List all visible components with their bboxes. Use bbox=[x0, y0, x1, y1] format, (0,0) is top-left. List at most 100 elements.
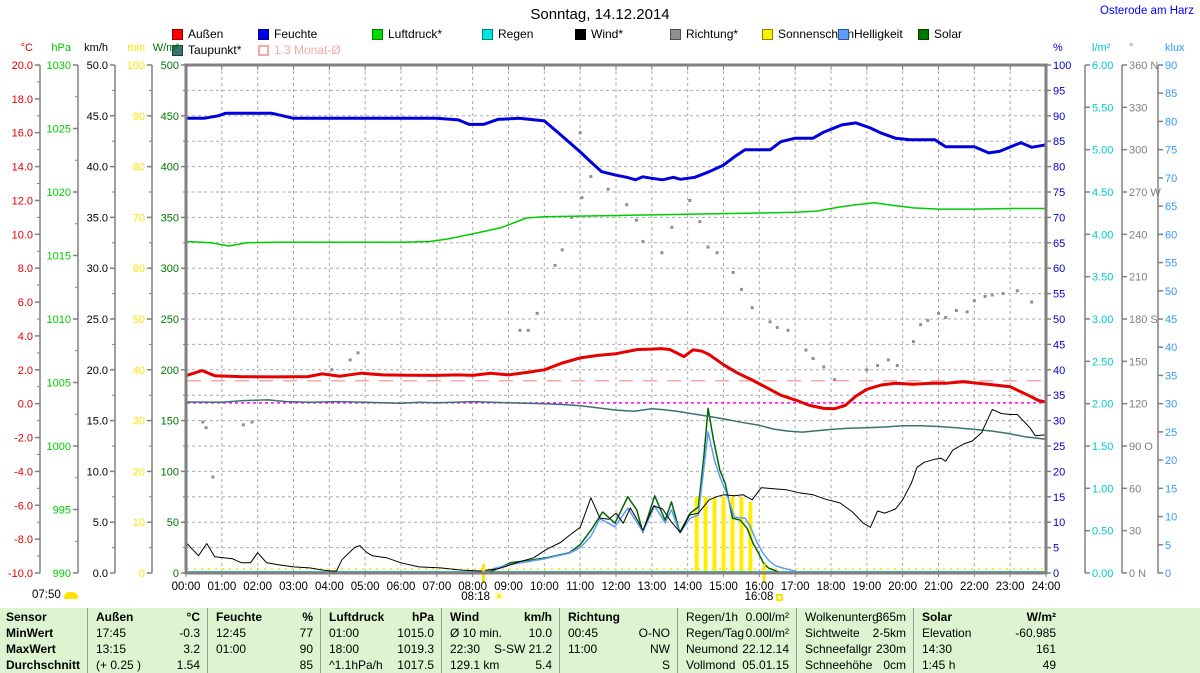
table-cell-value: 1017.5 bbox=[397, 658, 434, 672]
dot-Richtung bbox=[768, 320, 772, 324]
svg-text:150: 150 bbox=[1129, 356, 1147, 368]
svg-text:15:00: 15:00 bbox=[709, 581, 738, 593]
legend-item-aussen[interactable]: Außen bbox=[172, 27, 224, 41]
legend-item-taupunkt[interactable]: Taupunkt* bbox=[172, 43, 241, 57]
col-header-Luftdruck: Luftdruck bbox=[329, 610, 385, 624]
svg-text:330: 330 bbox=[1129, 102, 1147, 114]
svg-text:17:00: 17:00 bbox=[781, 581, 810, 593]
svg-text:4.0: 4.0 bbox=[18, 331, 33, 343]
dot-Richtung bbox=[204, 426, 208, 430]
sunset-icon bbox=[776, 593, 784, 601]
legend-item-solar[interactable]: Solar bbox=[918, 27, 962, 41]
svg-text:07:00: 07:00 bbox=[422, 581, 451, 593]
legend-item-wind[interactable]: Wind* bbox=[575, 27, 623, 41]
svg-text:5.0: 5.0 bbox=[93, 517, 108, 529]
svg-text:65: 65 bbox=[1165, 201, 1177, 213]
legend-label-aussen: Außen bbox=[188, 27, 224, 41]
table-cell-label: 22:30 bbox=[450, 642, 481, 656]
col-unit-Wind: km/h bbox=[523, 610, 552, 624]
row-label-Sensor: Sensor bbox=[6, 610, 47, 624]
legend-item-feuchte[interactable]: Feuchte bbox=[258, 27, 317, 41]
svg-text:06:00: 06:00 bbox=[387, 581, 416, 593]
svg-text:km/h: km/h bbox=[84, 42, 108, 54]
table-cell-value: S bbox=[661, 658, 670, 672]
legend-item-luftdruck[interactable]: Luftdruck* bbox=[372, 27, 442, 41]
svg-text:02:00: 02:00 bbox=[243, 581, 272, 593]
svg-text:80: 80 bbox=[1053, 162, 1065, 174]
legend-item-sonnenschein[interactable]: Sonnenschein bbox=[762, 27, 855, 41]
svg-text:250: 250 bbox=[161, 314, 179, 326]
dot-Richtung bbox=[518, 328, 522, 332]
table-cell-value: 05.01.15 bbox=[742, 658, 789, 672]
table-cell-label: Regen/1h bbox=[686, 610, 739, 624]
legend-item-helligkeit[interactable]: Helligkeit bbox=[838, 27, 903, 41]
svg-text:10: 10 bbox=[1165, 512, 1177, 524]
dot-Richtung bbox=[926, 318, 930, 322]
svg-text:10: 10 bbox=[133, 517, 145, 529]
dot-Richtung bbox=[750, 306, 754, 310]
svg-text:10.0: 10.0 bbox=[12, 229, 33, 241]
sunrise-time: 08:18 ☀ bbox=[445, 590, 521, 603]
svg-text:85: 85 bbox=[1165, 88, 1177, 100]
svg-text:40: 40 bbox=[133, 365, 145, 377]
svg-text:20: 20 bbox=[133, 466, 145, 478]
table-cell-value: 230m bbox=[875, 642, 906, 656]
table-cell-value: -60.985 bbox=[1015, 626, 1056, 640]
legend-swatch-sonnenschein bbox=[762, 28, 773, 40]
svg-text:75: 75 bbox=[1165, 145, 1177, 157]
series-Außen bbox=[185, 347, 1047, 411]
svg-text:1005: 1005 bbox=[47, 378, 71, 390]
svg-text:15: 15 bbox=[1165, 483, 1177, 495]
svg-text:3.00: 3.00 bbox=[1092, 314, 1113, 326]
dot-Richtung bbox=[580, 196, 584, 200]
svg-text:15.0: 15.0 bbox=[87, 416, 108, 428]
dot-Richtung bbox=[660, 251, 664, 255]
dot-Richtung bbox=[944, 316, 948, 320]
dot-Richtung bbox=[833, 378, 837, 382]
table-cell-label: 00:45 bbox=[568, 626, 599, 640]
svg-text:90 O: 90 O bbox=[1129, 441, 1153, 453]
svg-text:0.00: 0.00 bbox=[1092, 568, 1113, 580]
legend-item-monat[interactable]: 1.3 Monat-Ø bbox=[258, 43, 341, 57]
table-divider bbox=[677, 608, 678, 673]
dawn-time-label: 07:50 bbox=[32, 589, 61, 601]
svg-text:12.0: 12.0 bbox=[12, 195, 33, 207]
dot-Richtung bbox=[670, 225, 674, 229]
legend-label-helligkeit: Helligkeit bbox=[854, 27, 903, 41]
series-Luftdruck bbox=[185, 202, 1046, 247]
svg-text:150: 150 bbox=[161, 416, 179, 428]
svg-text:0: 0 bbox=[139, 568, 145, 580]
svg-text:90: 90 bbox=[133, 111, 145, 123]
station-name[interactable]: Osterode am Harz bbox=[1100, 5, 1194, 17]
table-cell-label: Sichtweite bbox=[805, 626, 860, 640]
bar-Sonnenschein bbox=[694, 496, 699, 572]
table-cell-value: 49 bbox=[1042, 658, 1056, 672]
row-label-MinWert: MinWert bbox=[6, 626, 54, 640]
dot-Richtung bbox=[634, 218, 638, 222]
svg-text:45: 45 bbox=[1053, 339, 1065, 351]
legend-swatch-solar bbox=[918, 28, 929, 40]
table-divider bbox=[441, 608, 442, 673]
table-divider bbox=[796, 608, 797, 673]
legend-label-sonnenschein: Sonnenschein bbox=[778, 27, 855, 41]
dot-Richtung bbox=[698, 220, 702, 224]
svg-text:40: 40 bbox=[1165, 342, 1177, 354]
legend-item-regen[interactable]: Regen bbox=[482, 27, 533, 41]
svg-text:klux: klux bbox=[1165, 42, 1185, 54]
table-cell-value: 85 bbox=[299, 658, 313, 672]
table-cell-value: 1015.0 bbox=[397, 626, 434, 640]
svg-text:05:00: 05:00 bbox=[351, 581, 380, 593]
table-cell-value: 5.4 bbox=[535, 658, 552, 672]
svg-text:30.0: 30.0 bbox=[87, 263, 108, 275]
svg-text:200: 200 bbox=[161, 365, 179, 377]
dot-Richtung bbox=[876, 364, 880, 368]
col-unit-Luftdruck: hPa bbox=[411, 610, 434, 624]
legend-item-richtung[interactable]: Richtung* bbox=[670, 27, 738, 41]
svg-text:30: 30 bbox=[1129, 526, 1141, 538]
svg-text:240: 240 bbox=[1129, 229, 1147, 241]
col-header-Feuchte: Feuchte bbox=[216, 610, 263, 624]
svg-text:-8.0: -8.0 bbox=[14, 534, 33, 546]
svg-text:45.0: 45.0 bbox=[87, 111, 108, 123]
dot-Richtung bbox=[330, 368, 334, 372]
table-cell-value: 3.2 bbox=[183, 642, 200, 656]
